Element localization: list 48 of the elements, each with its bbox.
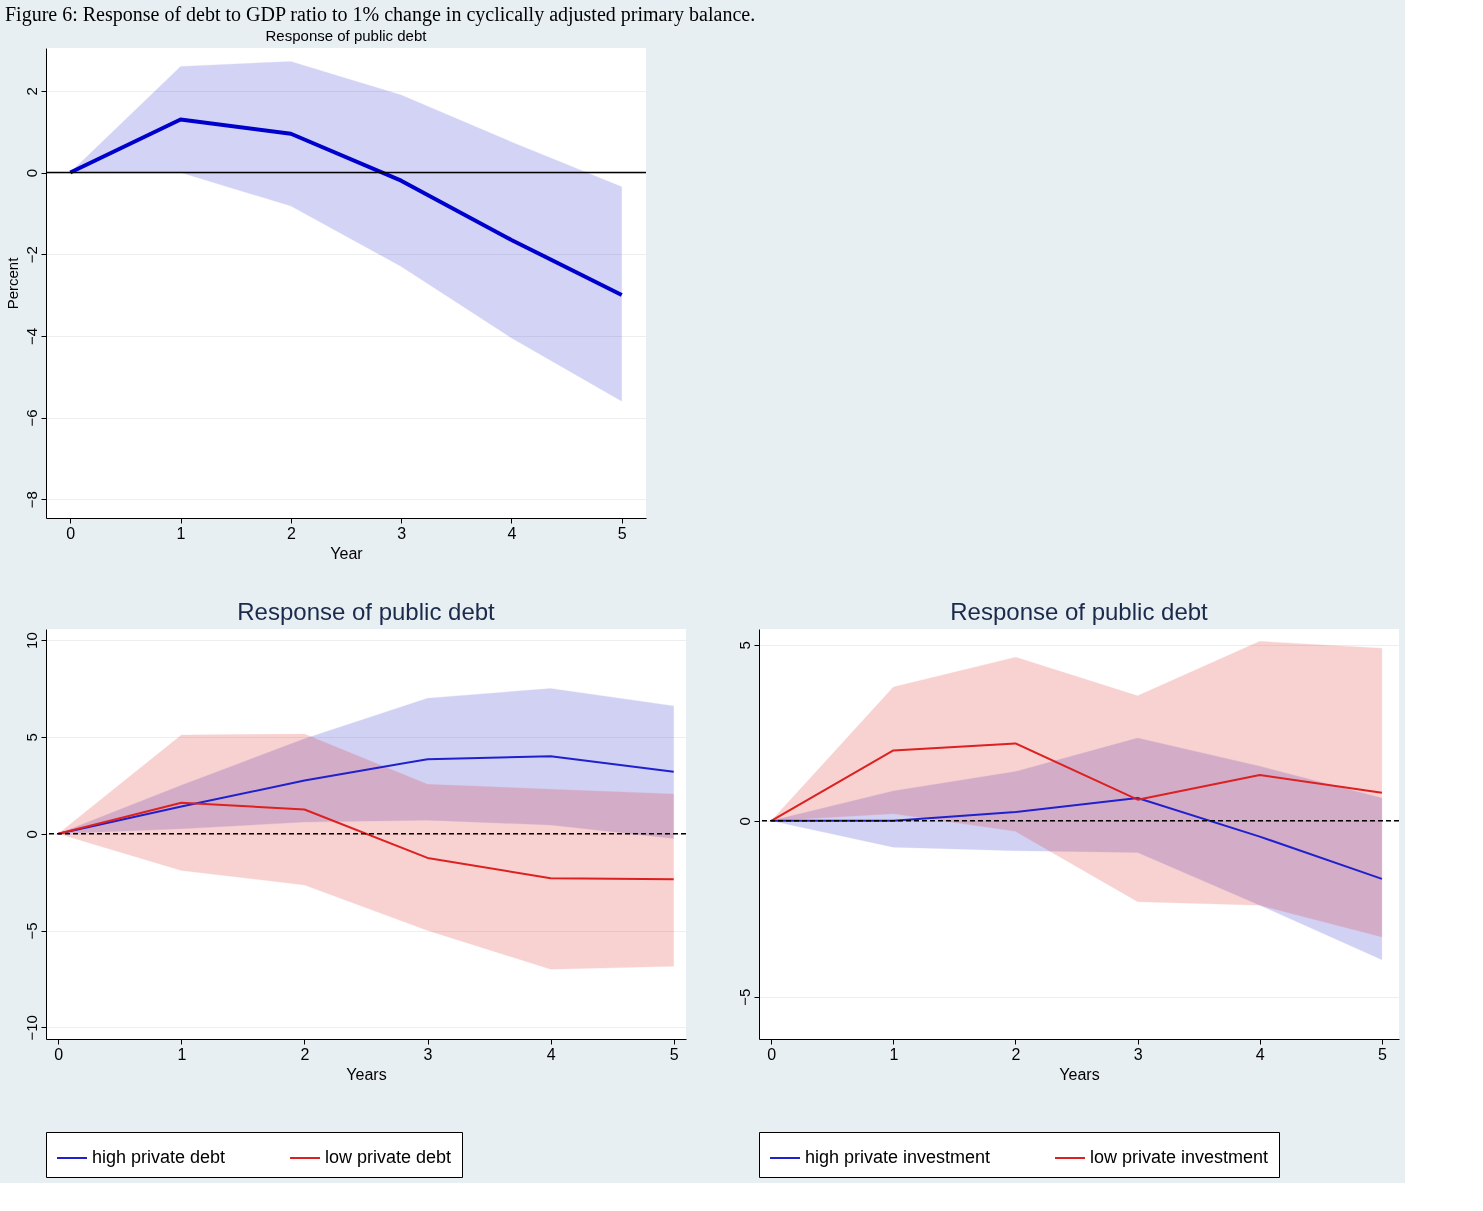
x-tick-label: 3 bbox=[397, 524, 407, 542]
legend-label: low private investment bbox=[1090, 1147, 1269, 1167]
x-tick-label: 0 bbox=[66, 524, 76, 542]
x-tick-label: 2 bbox=[300, 1045, 310, 1063]
y-tick-label: −5 bbox=[735, 988, 753, 1006]
y-tick-label: −10 bbox=[22, 1015, 40, 1041]
x-tick-label: 1 bbox=[176, 524, 186, 542]
y-tick-label: 0 bbox=[22, 168, 40, 178]
chart-title: Response of public debt bbox=[265, 27, 428, 44]
legend-label: high private investment bbox=[805, 1147, 991, 1167]
x-axis-title: Year bbox=[330, 544, 364, 562]
y-tick-label: −2 bbox=[22, 246, 40, 264]
x-axis-title: Years bbox=[346, 1065, 387, 1083]
y-axis-title: Percent bbox=[3, 256, 21, 310]
legend-label: high private debt bbox=[92, 1147, 226, 1167]
y-tick-label: −8 bbox=[22, 491, 40, 509]
x-tick-label: 1 bbox=[177, 1045, 187, 1063]
caption: Figure 6: Response of debt to GDP ratio to 1% change in cyclically adjusted primary balance. bbox=[5, 3, 756, 26]
x-tick-label: 4 bbox=[1255, 1045, 1265, 1063]
y-tick-label: 0 bbox=[22, 830, 40, 839]
line-series bbox=[68, 117, 624, 298]
chart-title: Response of public debt bbox=[237, 598, 496, 625]
y-tick-label: −4 bbox=[22, 327, 40, 345]
x-tick-label: 0 bbox=[54, 1045, 64, 1063]
x-tick-label: 3 bbox=[423, 1045, 433, 1063]
x-tick-label: 2 bbox=[286, 524, 296, 542]
legend-label: low private debt bbox=[325, 1147, 452, 1167]
y-tick-label: −5 bbox=[22, 922, 40, 940]
chart-title: Response of public debt bbox=[950, 598, 1209, 625]
y-tick-label: −6 bbox=[22, 409, 40, 427]
x-tick-label: 4 bbox=[546, 1045, 556, 1063]
line-series bbox=[770, 742, 1383, 822]
line-series bbox=[57, 801, 675, 881]
x-axis-title: Years bbox=[1059, 1065, 1100, 1083]
x-tick-label: 5 bbox=[1377, 1045, 1387, 1063]
y-tick-label: 2 bbox=[22, 87, 40, 96]
y-tick-label: 0 bbox=[735, 817, 753, 826]
x-tick-label: 1 bbox=[889, 1045, 899, 1063]
line-series bbox=[57, 755, 675, 835]
y-tick-label: 10 bbox=[22, 632, 40, 649]
y-tick-label: 5 bbox=[735, 641, 753, 650]
x-tick-label: 4 bbox=[507, 524, 517, 542]
x-tick-label: 2 bbox=[1011, 1045, 1021, 1063]
y-tick-label: 5 bbox=[22, 733, 40, 742]
x-tick-label: 5 bbox=[669, 1045, 679, 1063]
x-tick-label: 0 bbox=[767, 1045, 777, 1063]
x-tick-label: 5 bbox=[617, 524, 627, 542]
x-tick-label: 3 bbox=[1133, 1045, 1143, 1063]
